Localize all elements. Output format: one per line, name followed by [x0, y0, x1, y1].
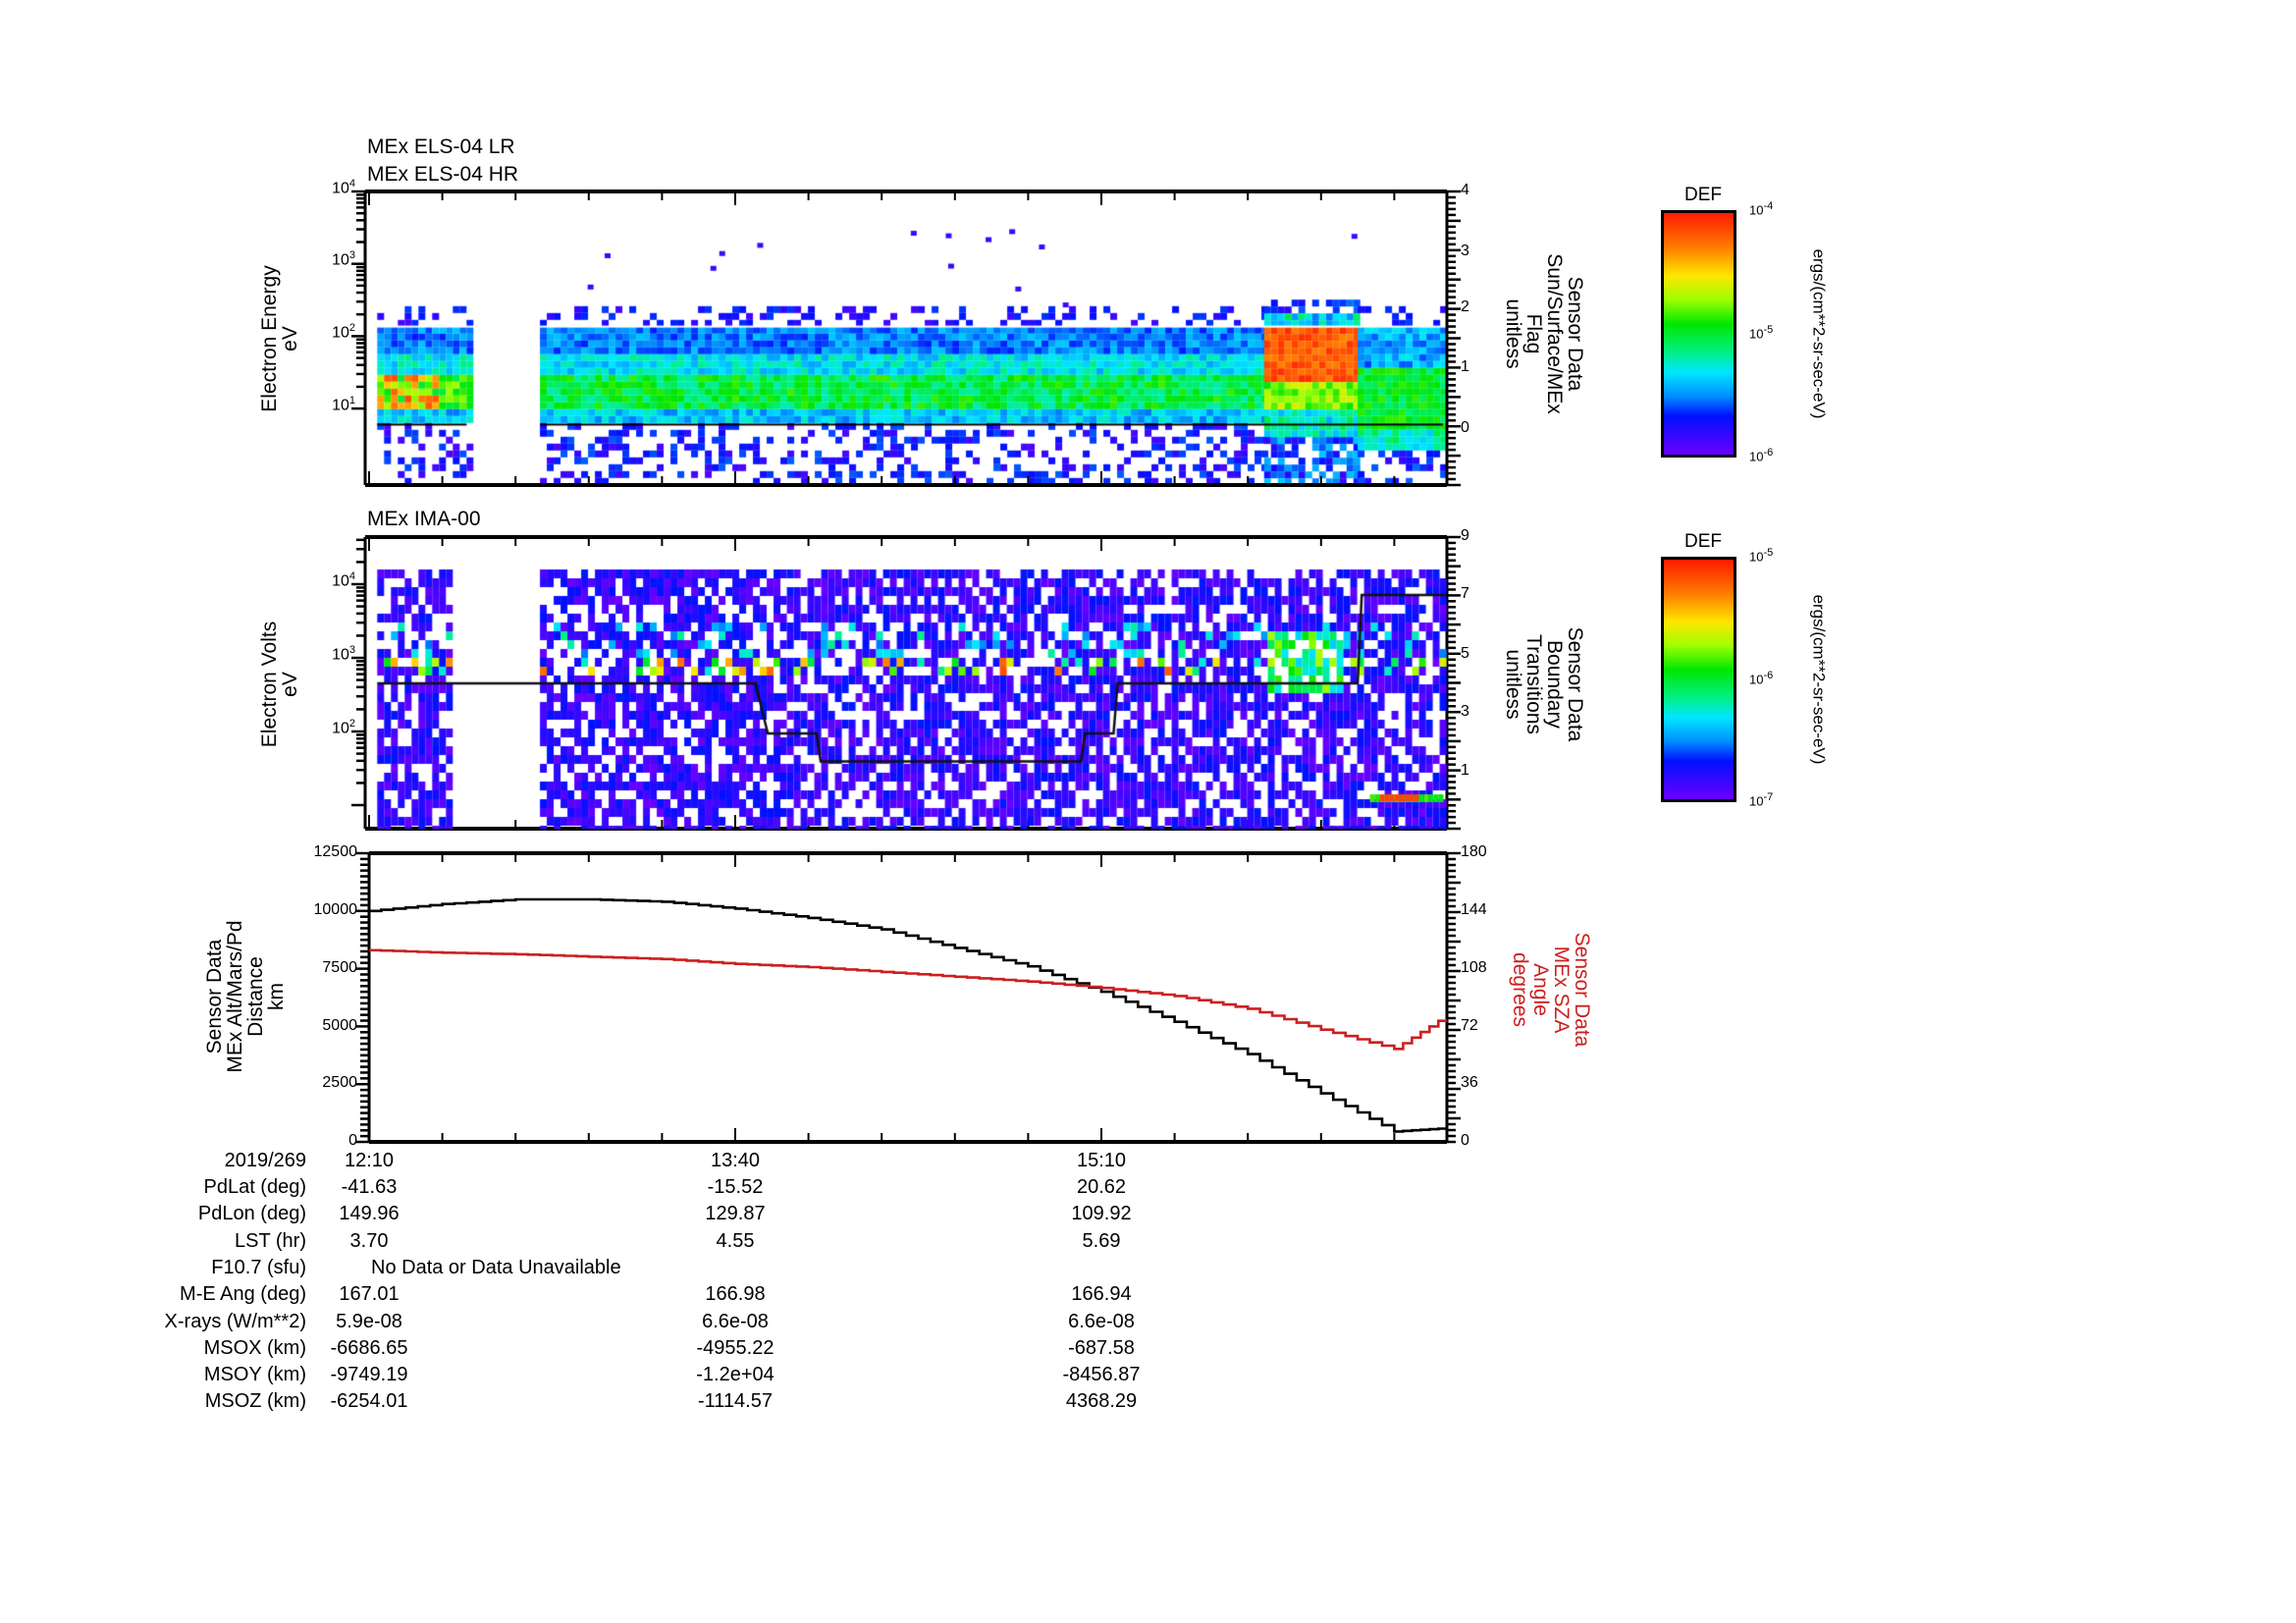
ephemeris-value: 129.87: [705, 1203, 766, 1225]
ephemeris-value: 6.6e-08: [1068, 1310, 1135, 1332]
ytick-label: 102: [332, 322, 355, 342]
right-tick-label: 0: [1461, 419, 1469, 436]
ephemeris-value: 5.9e-08: [336, 1310, 402, 1332]
colorbar2: [1661, 557, 1736, 802]
colorbar2-title: DEF: [1684, 531, 1722, 552]
ima-spectrogram: [365, 537, 1447, 829]
ytick-label: 10000: [313, 901, 358, 918]
panel1-ylabel: Electron Energy eV: [258, 265, 301, 412]
ephemeris-value: -41.63: [341, 1176, 398, 1198]
ephemeris-value: 6.6e-08: [702, 1310, 769, 1332]
panel3-ylabel: Sensor Data MEx Alt/Mars/Pd Distance km: [203, 920, 288, 1073]
ephemeris-row-label: PdLat (deg): [203, 1176, 306, 1198]
colorbar-tick-label: 10-7: [1749, 791, 1774, 809]
ytick-label: 12500: [313, 843, 358, 860]
ephemeris-value: -1114.57: [698, 1390, 773, 1413]
ephemeris-value: -15.52: [707, 1176, 764, 1198]
right-tick-label: 1: [1461, 358, 1469, 375]
right-tick-label: 2: [1461, 298, 1469, 315]
ephemeris-value: -1.2e+04: [696, 1364, 774, 1386]
right-tick-label: 1: [1461, 762, 1469, 779]
ephemeris-value: -4955.22: [696, 1336, 774, 1359]
colorbar-tick-label: 10-6: [1749, 670, 1774, 687]
ytick-label: 102: [332, 718, 355, 737]
ephemeris-value: 4368.29: [1065, 1390, 1138, 1413]
right-tick-label: 180: [1461, 843, 1487, 860]
ephemeris-row-label: MSOZ (km): [204, 1390, 306, 1413]
right-tick-label: 7: [1461, 585, 1469, 602]
ephemeris-value: 3.70: [349, 1229, 389, 1252]
ephemeris-row-label: M-E Ang (deg): [180, 1283, 306, 1306]
right-tick-label: 4: [1461, 182, 1469, 198]
ephemeris-value: No Data or Data Unavailable: [371, 1256, 621, 1278]
time-label: 12:10: [344, 1150, 395, 1171]
colorbar2-unit: ergs/(cm**2-sr-sec-eV): [1809, 594, 1829, 765]
ytick-label: 103: [332, 644, 355, 664]
ytick-label: 2500: [322, 1074, 357, 1091]
ephemeris-value: 5.69: [1082, 1229, 1121, 1252]
colorbar1-unit: ergs/(cm**2-sr-sec-eV): [1809, 248, 1829, 419]
panel2-ylabel: Electron Volts eV: [258, 621, 301, 748]
ytick-label: 7500: [322, 959, 357, 976]
right-tick-label: 72: [1461, 1017, 1478, 1034]
ephemeris-value: 166.94: [1071, 1283, 1132, 1306]
colorbar1-title: DEF: [1684, 185, 1722, 205]
panel1-right-title: Sensor Data Sun/Surface/MEx Flag unitles…: [1502, 253, 1586, 414]
right-tick-label: 0: [1461, 1132, 1469, 1149]
panel1-title-hr: MEx ELS-04 HR: [367, 163, 519, 186]
altitude-line: [369, 897, 1448, 1133]
ephemeris-row-label: MSOY (km): [203, 1364, 306, 1386]
panel3-right-title: Sensor Data MEx SZA Angle degrees: [1509, 932, 1593, 1048]
colorbar-tick-label: 10-5: [1749, 547, 1774, 565]
ephemeris-value: -9749.19: [330, 1364, 408, 1386]
right-tick-label: 36: [1461, 1074, 1478, 1091]
ephemeris-value: 109.92: [1071, 1203, 1132, 1225]
colorbar1: [1661, 210, 1736, 458]
ephemeris-row-label: X-rays (W/m**2): [164, 1310, 306, 1332]
right-tick-label: 9: [1461, 527, 1469, 544]
ytick-label: 5000: [322, 1017, 357, 1034]
time-label: 15:10: [1076, 1150, 1127, 1171]
ephemeris-value: 4.55: [716, 1229, 755, 1252]
ytick-label: 103: [332, 249, 355, 269]
ephemeris-value: 20.62: [1076, 1176, 1127, 1198]
ephemeris-row-label: LST (hr): [235, 1229, 306, 1252]
ephemeris-value: -687.58: [1068, 1336, 1135, 1359]
ytick-label: 104: [332, 178, 355, 197]
colorbar-tick-label: 10-5: [1749, 324, 1774, 342]
ephemeris-value: -8456.87: [1062, 1364, 1141, 1386]
colorbar-tick-label: 10-4: [1749, 200, 1774, 218]
ytick-label: 0: [348, 1132, 357, 1149]
date-label: 2019/269: [224, 1150, 306, 1171]
colorbar-tick-label: 10-6: [1749, 447, 1774, 464]
right-tick-label: 144: [1461, 901, 1487, 918]
ephemeris-value: 167.01: [339, 1283, 400, 1306]
right-tick-label: 5: [1461, 645, 1469, 662]
ephemeris-value: 149.96: [339, 1203, 400, 1225]
right-tick-label: 108: [1461, 959, 1487, 976]
ephemeris-value: -6686.65: [330, 1336, 408, 1359]
ephemeris-row-label: F10.7 (sfu): [211, 1256, 306, 1278]
panel2-right-title: Sensor Data Boundary Transitions unitles…: [1502, 626, 1586, 742]
time-label: 13:40: [710, 1150, 761, 1171]
ytick-label: 104: [332, 570, 355, 590]
sza-line: [369, 948, 1448, 1051]
right-tick-label: 3: [1461, 243, 1469, 259]
ytick-label: 101: [332, 395, 355, 414]
panel2-title: MEx IMA-00: [367, 508, 481, 530]
ephemeris-value: 166.98: [705, 1283, 766, 1306]
panel1-title-lr: MEx ELS-04 LR: [367, 135, 515, 158]
els-spectrogram: [365, 191, 1447, 485]
ephemeris-value: -6254.01: [330, 1390, 408, 1413]
right-tick-label: 3: [1461, 703, 1469, 720]
ephemeris-row-label: PdLon (deg): [197, 1203, 306, 1225]
ephemeris-row-label: MSOX (km): [203, 1336, 306, 1359]
